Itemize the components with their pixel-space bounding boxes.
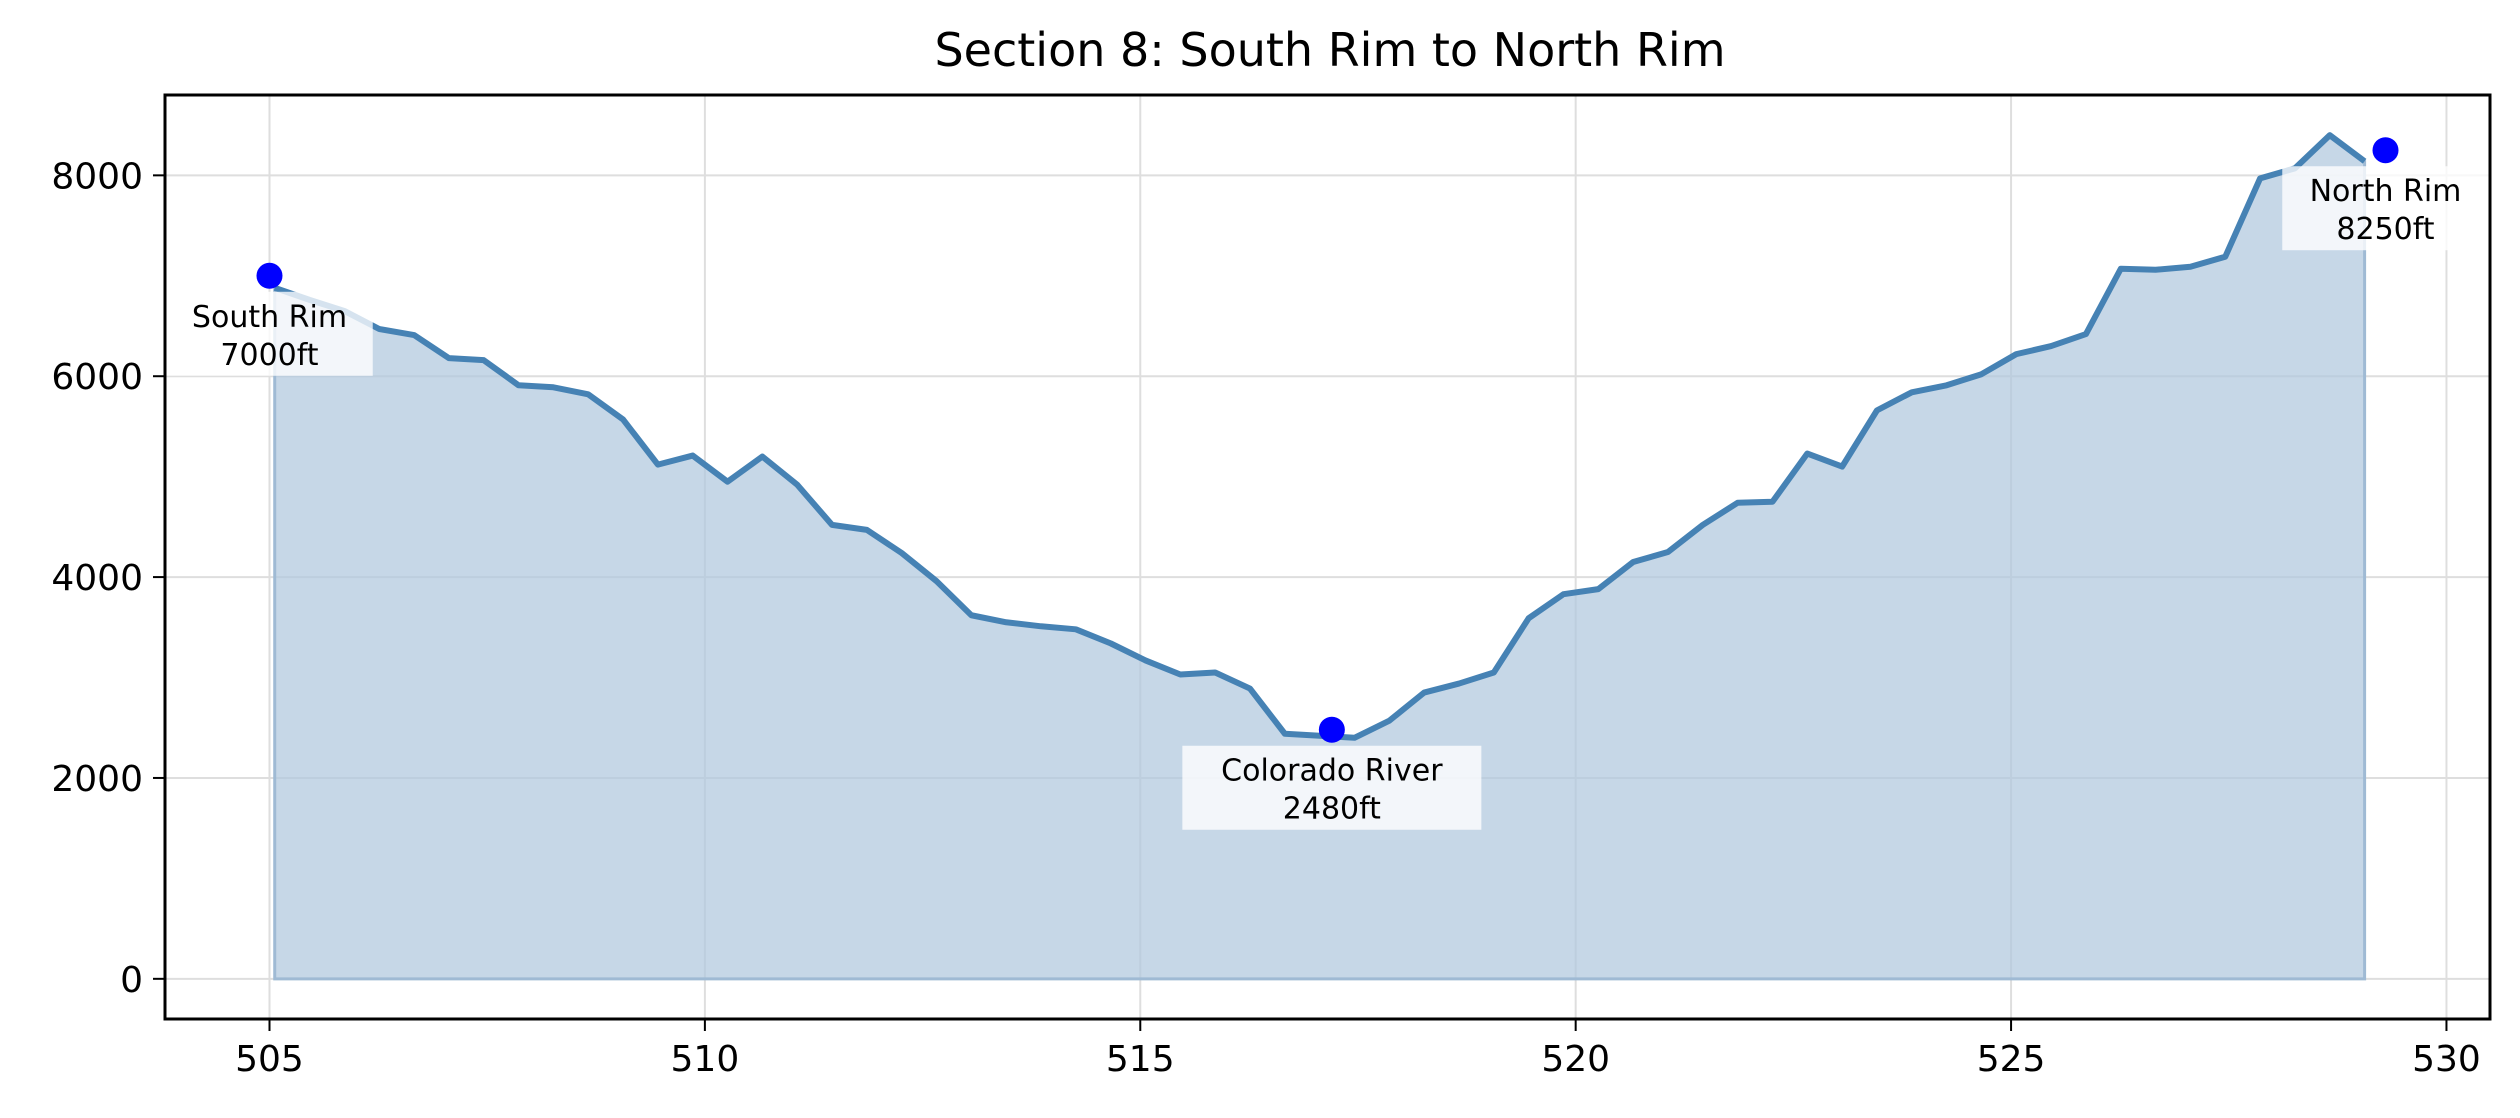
annotation-marker xyxy=(2372,137,2399,164)
y-tick-label: 2000 xyxy=(51,759,143,800)
annotation-marker xyxy=(1318,716,1345,743)
y-tick-label: 0 xyxy=(120,960,143,1001)
axis-ticks: 505 510 515 520 525 530 0 2000 4000 6000 8000 xyxy=(51,156,2480,1080)
elevation-line xyxy=(273,132,2367,741)
plot-frame xyxy=(163,93,2492,1021)
y-tick-label: 4000 xyxy=(51,558,143,599)
annotation-label: Colorado River xyxy=(1221,754,1443,789)
y-tick-label: 6000 xyxy=(51,357,143,398)
annotation-box xyxy=(166,291,373,376)
x-tick-label: 530 xyxy=(2412,1039,2481,1080)
annotation-value: 2480ft xyxy=(1283,792,1381,827)
y-tick-label: 8000 xyxy=(51,156,143,197)
x-tick-label: 505 xyxy=(235,1039,304,1080)
x-tick-label: 520 xyxy=(1541,1039,1610,1080)
annotation-marker xyxy=(256,262,283,289)
annotation-box xyxy=(1182,745,1482,830)
annotation-box xyxy=(2282,166,2489,251)
x-tick-label: 510 xyxy=(671,1039,740,1080)
annotation-label: South Rim xyxy=(192,300,347,335)
annotation-label: North Rim xyxy=(2310,174,2462,209)
annotation-value: 7000ft xyxy=(220,338,318,373)
x-tick-label: 515 xyxy=(1106,1039,1175,1080)
annotation-value: 8250ft xyxy=(2336,212,2434,247)
x-tick-label: 525 xyxy=(1977,1039,2046,1080)
chart-title: Section 8: South Rim to North Rim xyxy=(934,23,1725,77)
